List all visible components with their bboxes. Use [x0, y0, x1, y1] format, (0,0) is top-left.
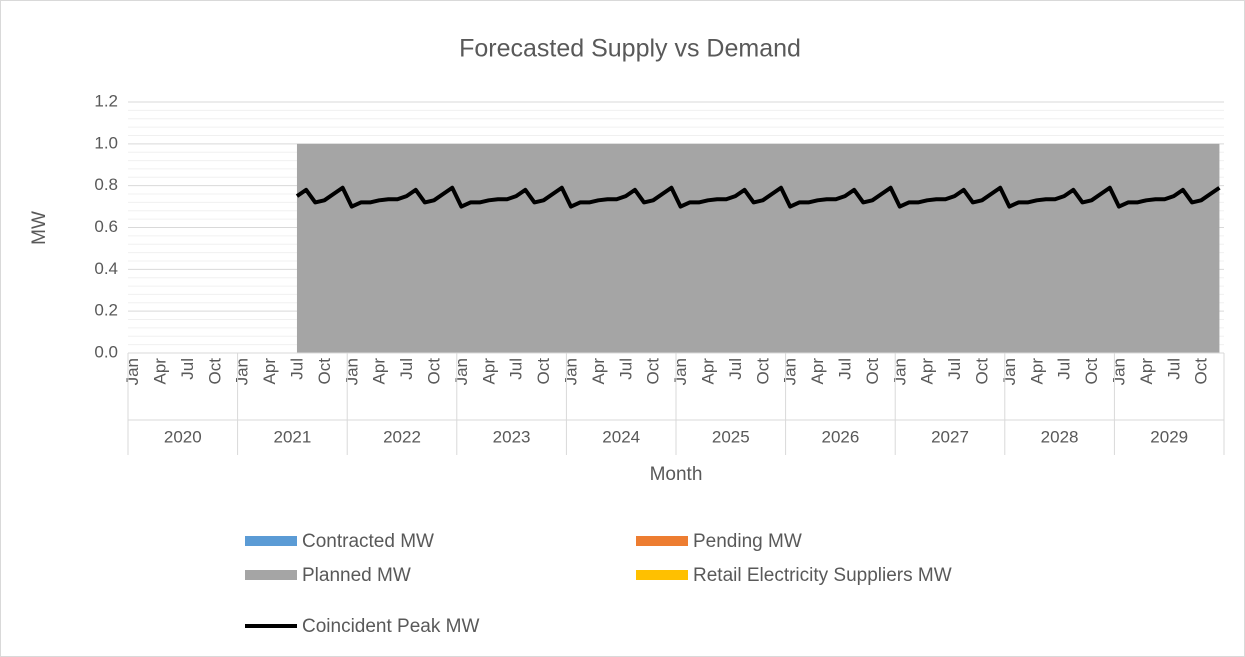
x-tick-label: Jul [507, 358, 526, 380]
x-tick-label: Oct [1082, 358, 1101, 385]
y-tick-label: 0.8 [94, 175, 118, 194]
x-tick-label: Jan [1109, 358, 1128, 385]
x-tick-label: Jul [397, 358, 416, 380]
legend-swatch [636, 536, 688, 546]
line [295, 185, 1221, 209]
x-tick-label: Jul [835, 358, 854, 380]
x-tick-label: Oct [1192, 358, 1211, 385]
y-tick-label: 0.0 [94, 342, 118, 361]
legend-swatch [245, 570, 297, 580]
x-group-label: 2024 [602, 427, 640, 446]
x-group-label: 2020 [164, 427, 202, 446]
y-tick-label: 0.6 [94, 217, 118, 236]
legend-label: Retail Electricity Suppliers MW [693, 565, 952, 586]
x-group-label: 2022 [383, 427, 421, 446]
chart-title: Forecasted Supply vs Demand [459, 35, 801, 63]
x-tick-label: Jan [123, 358, 142, 385]
x-tick-label: Jan [1000, 358, 1019, 385]
x-tick-label: Jul [945, 358, 964, 380]
area [296, 143, 1220, 353]
legend-label: Coincident Peak MW [302, 616, 479, 637]
x-tick-label: Jan [671, 358, 690, 385]
legend-label: Contracted MW [302, 531, 434, 552]
x-tick-label: Oct [205, 358, 224, 385]
x-tick-label: Apr [1137, 358, 1156, 385]
x-tick-label: Oct [424, 358, 443, 385]
x-group-label: 2027 [931, 427, 969, 446]
x-tick-label: Jul [287, 358, 306, 380]
legend-label: Planned MW [302, 565, 411, 586]
legend-label: Pending MW [693, 531, 802, 552]
x-tick-label: Jan [561, 358, 580, 385]
x-tick-label: Jul [726, 358, 745, 380]
x-group-label: 2028 [1041, 427, 1079, 446]
x-group-label: 2029 [1150, 427, 1188, 446]
x-tick-label: Jul [1164, 358, 1183, 380]
legend-swatch [245, 536, 297, 546]
x-tick-label: Jan [233, 358, 252, 385]
x-tick-label: Apr [1027, 358, 1046, 385]
x-tick-label: Apr [260, 358, 279, 385]
x-tick-label: Jan [342, 358, 361, 385]
x-tick-label: Apr [808, 358, 827, 385]
x-group-label: 2021 [273, 427, 311, 446]
x-group-label: 2026 [821, 427, 859, 446]
y-axis-label: MW [29, 211, 50, 245]
x-group-label: 2025 [712, 427, 750, 446]
x-axis-label: Month [650, 464, 703, 485]
x-tick-label: Apr [150, 358, 169, 385]
y-tick-label: 1.2 [94, 91, 118, 110]
x-group-label: 2023 [493, 427, 531, 446]
x-tick-label: Jul [178, 358, 197, 380]
x-tick-label: Oct [315, 358, 334, 385]
y-tick-label: 1.0 [94, 133, 118, 152]
x-tick-label: Jan [452, 358, 471, 385]
x-tick-label: Apr [918, 358, 937, 385]
x-tick-label: Jul [1055, 358, 1074, 380]
x-tick-label: Oct [644, 358, 663, 385]
x-tick-label: Oct [863, 358, 882, 385]
x-tick-label: Apr [589, 358, 608, 385]
legend-swatch [636, 570, 688, 580]
x-tick-label: Oct [753, 358, 772, 385]
y-tick-label: 0.2 [94, 301, 118, 320]
x-tick-label: Apr [479, 358, 498, 385]
x-tick-label: Jan [890, 358, 909, 385]
y-tick-label: 0.4 [94, 259, 118, 278]
x-tick-label: Jul [616, 358, 635, 380]
x-tick-label: Oct [534, 358, 553, 385]
x-tick-label: Apr [698, 358, 717, 385]
x-tick-label: Apr [370, 358, 389, 385]
x-tick-label: Oct [972, 358, 991, 385]
x-tick-label: Jan [781, 358, 800, 385]
